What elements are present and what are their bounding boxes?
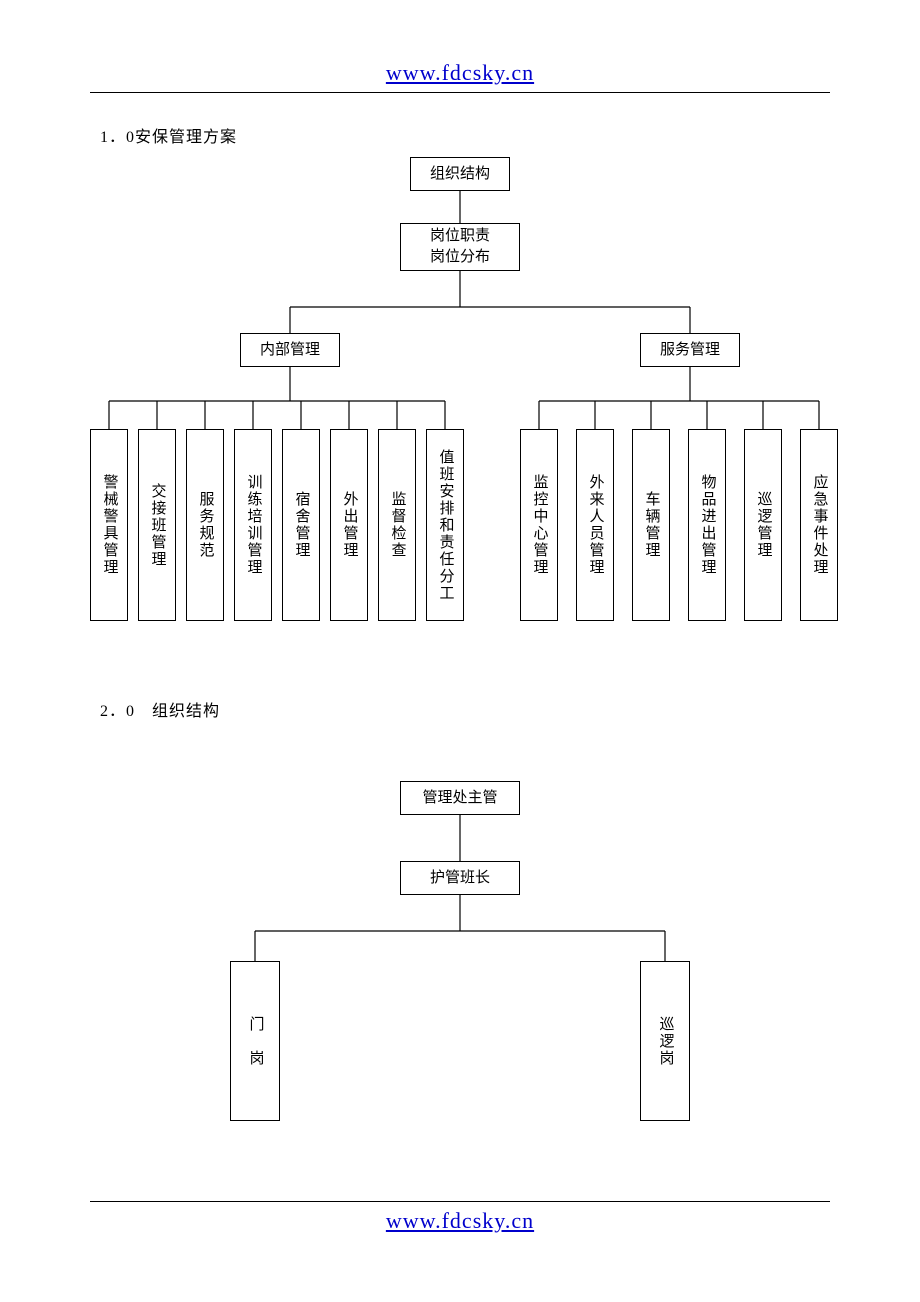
c1-leaf-left-5: 外出管理 (330, 429, 368, 621)
header-url: www.fdcsky.cn (90, 60, 830, 86)
c1-leaf-left-7: 值班安排和责任分工 (426, 429, 464, 621)
c1-leaf-right-5: 应急事件处理 (800, 429, 838, 621)
c1-leaf-left-4: 宿舍管理 (282, 429, 320, 621)
c1-branch-right: 服务管理 (640, 333, 740, 367)
c1-leaf-left-6: 监督检查 (378, 429, 416, 621)
c2-leaf-right: 巡逻岗 (640, 961, 690, 1121)
c2-top: 管理处主管 (400, 781, 520, 815)
c1-leaf-right-1: 外来人员管理 (576, 429, 614, 621)
chart1-area: 组织结构岗位职责岗位分布内部管理 服务管理警械警具管理交接班管理服务规范训练培训管… (90, 157, 830, 637)
c1-leaf-right-4: 巡逻管理 (744, 429, 782, 621)
footer-url: www.fdcsky.cn (90, 1208, 830, 1234)
c2-mid: 护管班长 (400, 861, 520, 895)
chart2-area: 管理处主管护管班长门 岗 巡逻岗 (200, 781, 720, 1141)
c1-leaf-right-0: 监控中心管理 (520, 429, 558, 621)
c1-leaf-left-0: 警械警具管理 (90, 429, 128, 621)
c2-leaf-left: 门 岗 (230, 961, 280, 1121)
c1-leaf-left-2: 服务规范 (186, 429, 224, 621)
c1-leaf-left-1: 交接班管理 (138, 429, 176, 621)
c1-root: 组织结构 (410, 157, 510, 191)
section1-title: 1．0安保管理方案 (100, 123, 830, 147)
header-rule (90, 92, 830, 93)
c1-leaf-left-3: 训练培训管理 (234, 429, 272, 621)
c1-leaf-right-3: 物品进出管理 (688, 429, 726, 621)
c1-branch-left: 内部管理 (240, 333, 340, 367)
section2-title: 2．0 组织结构 (100, 697, 830, 721)
c1-leaf-right-2: 车辆管理 (632, 429, 670, 621)
c1-level1: 岗位职责岗位分布 (400, 223, 520, 271)
footer-rule (90, 1201, 830, 1202)
